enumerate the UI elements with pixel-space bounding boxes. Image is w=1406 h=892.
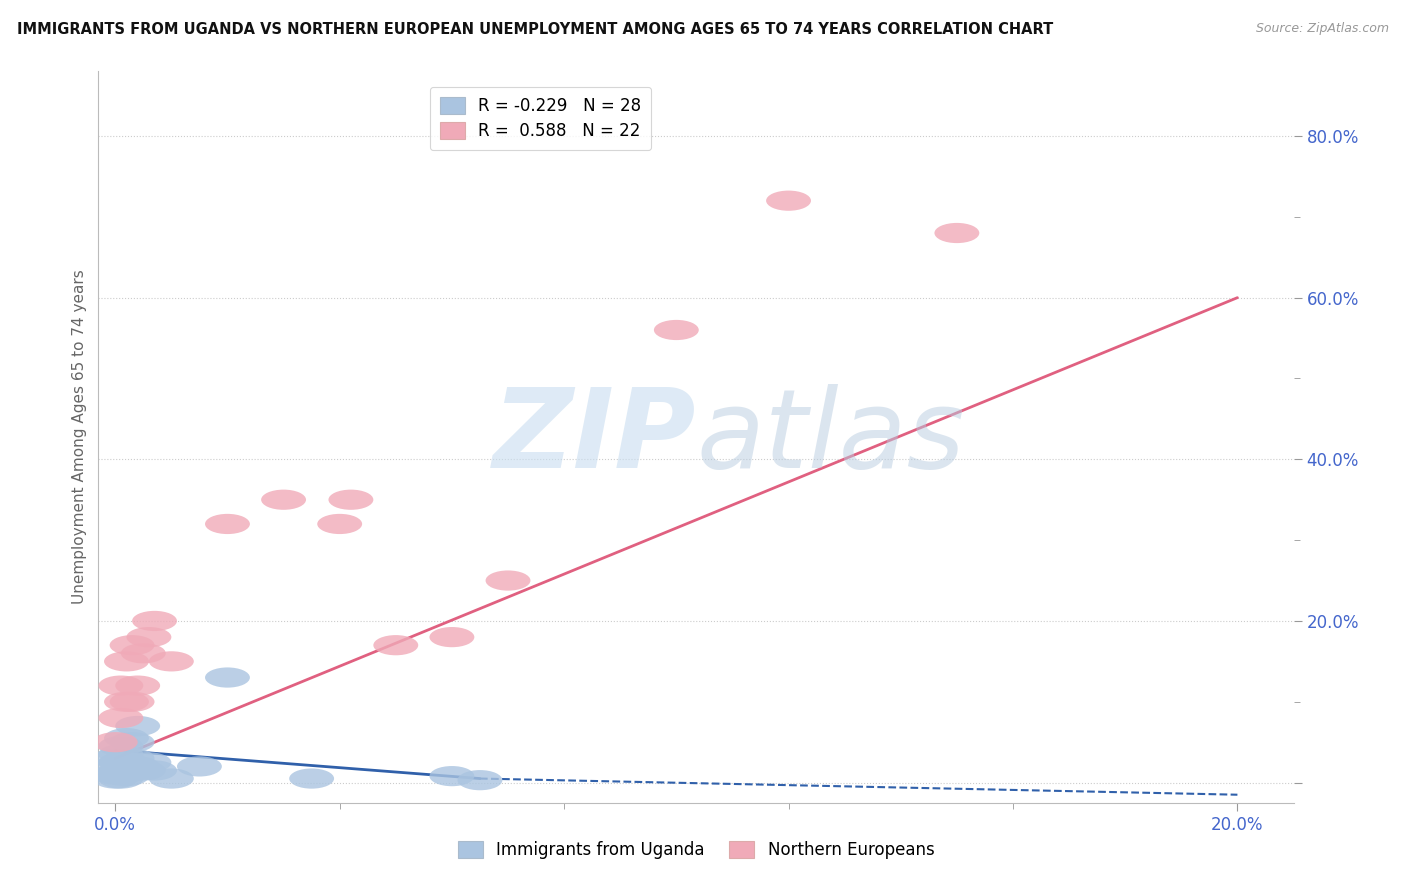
Text: ZIP: ZIP xyxy=(492,384,696,491)
Text: IMMIGRANTS FROM UGANDA VS NORTHERN EUROPEAN UNEMPLOYMENT AMONG AGES 65 TO 74 YEA: IMMIGRANTS FROM UGANDA VS NORTHERN EUROP… xyxy=(17,22,1053,37)
Legend: Immigrants from Uganda, Northern Europeans: Immigrants from Uganda, Northern Europea… xyxy=(449,833,943,868)
Y-axis label: Unemployment Among Ages 65 to 74 years: Unemployment Among Ages 65 to 74 years xyxy=(72,269,87,605)
Text: Source: ZipAtlas.com: Source: ZipAtlas.com xyxy=(1256,22,1389,36)
Text: atlas: atlas xyxy=(696,384,965,491)
